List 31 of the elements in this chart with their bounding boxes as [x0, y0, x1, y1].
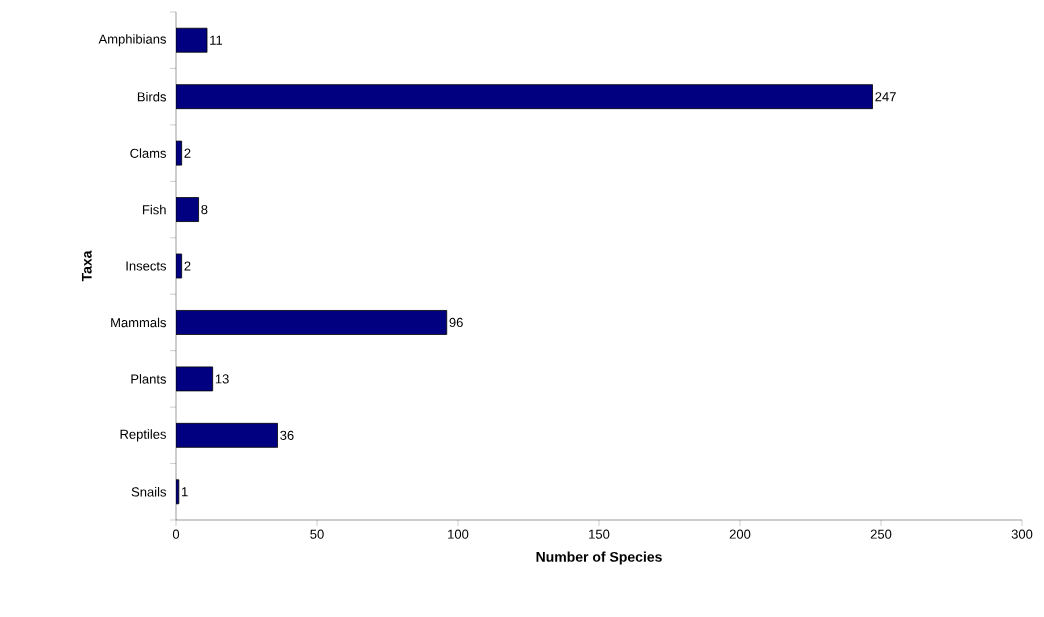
y-tick-label: Plants: [131, 374, 167, 384]
y-tick-label: Insects: [126, 261, 167, 271]
x-tick-label: 250: [870, 529, 892, 539]
data-label: 2: [184, 261, 191, 271]
x-tick-label: 100: [448, 529, 469, 539]
data-label: 11: [210, 35, 223, 45]
bar: [176, 310, 448, 335]
data-label: 2: [184, 148, 191, 158]
data-label: 247: [875, 92, 896, 102]
data-label: 13: [215, 374, 229, 384]
y-tick-label: Reptiles: [120, 429, 166, 442]
x-tick-label: 0: [172, 529, 180, 539]
y-tick-label: Mammals: [111, 317, 167, 328]
data-label: 1: [182, 487, 188, 497]
data-label: 36: [280, 430, 294, 440]
bar: [176, 27, 208, 53]
bar: [176, 422, 278, 448]
x-tick-label: 50: [310, 529, 324, 539]
y-tick-label: Snails: [131, 487, 166, 497]
y-tick-label: Clams: [130, 148, 167, 158]
y-tick-label: Birds: [137, 91, 167, 102]
bar: [176, 84, 873, 110]
x-tick-label: 150: [589, 529, 610, 539]
y-axis-title: Taxa: [81, 250, 92, 282]
data-label: 8: [201, 204, 208, 215]
y-tick-label: Amphibians: [98, 34, 166, 47]
x-tick-label: 300: [1011, 529, 1033, 539]
x-axis-title: Number of Species: [536, 551, 662, 565]
x-tick-label: 200: [729, 529, 751, 539]
y-tick-label: Fish: [142, 204, 166, 215]
data-label: 96: [449, 317, 463, 328]
